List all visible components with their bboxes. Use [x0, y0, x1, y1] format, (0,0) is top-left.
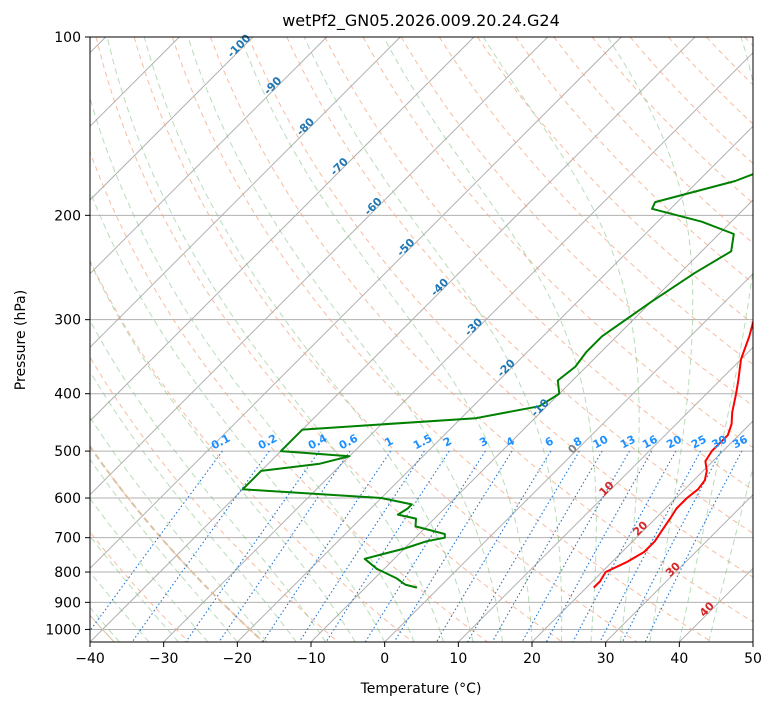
mixing-ratio-line: [545, 450, 653, 642]
mixing-ratio-label: 36: [730, 433, 750, 452]
dry-adiabat: [90, 259, 414, 642]
dry-adiabat: [400, 37, 753, 407]
dry-adiabat: [515, 37, 753, 284]
isotherm-line: [90, 37, 475, 422]
mixing-ratio-label: 20: [664, 433, 684, 452]
dry-adiabat: [171, 37, 712, 642]
y-tick-label: 300: [54, 313, 81, 329]
isotherm-line: [90, 37, 401, 349]
y-axis-label: Pressure (hPa): [13, 290, 29, 390]
mixing-ratio-label: 13: [618, 433, 638, 452]
mixing-ratio-line: [491, 450, 603, 642]
x-tick-label: 0: [380, 651, 389, 667]
moist-adiabat: [383, 37, 597, 642]
dry-adiabat-layer: [90, 37, 753, 642]
mixing-ratio-line: [521, 450, 630, 642]
x-tick-label: −20: [223, 651, 253, 667]
x-tick-label: −40: [75, 651, 105, 667]
isotherm-line: [90, 37, 328, 275]
mixing-ratio-line: [364, 450, 486, 642]
moist-adiabat: [239, 37, 533, 642]
series-layer: [241, 173, 753, 589]
mixing-ratio-line: [262, 450, 392, 642]
moist-adiabat: [678, 37, 753, 642]
isotherm-line: [236, 125, 753, 642]
moist-adiabat-layer: [90, 37, 753, 642]
moist-adiabat: [90, 96, 415, 642]
moist-adiabat: [607, 37, 694, 642]
moist-adiabat: [90, 458, 238, 642]
moist-adiabat: [303, 37, 563, 642]
moist-adiabat: [187, 37, 503, 642]
y-tick-label: 900: [54, 595, 81, 611]
dry-adiabat: [210, 37, 753, 623]
x-tick-label: 20: [523, 651, 541, 667]
moist-adiabat: [106, 37, 445, 642]
y-tick-label: 1000: [45, 622, 81, 638]
isotherm-line: [90, 37, 254, 201]
isotherm-line: [605, 493, 753, 642]
moist-adiabat: [482, 37, 640, 642]
x-tick-label: −10: [296, 651, 326, 667]
y-tick-label: 400: [54, 387, 81, 403]
mixing-ratio-layer: [90, 450, 743, 642]
moist-adiabat: [90, 370, 297, 642]
mixing-ratio-line: [644, 450, 743, 642]
x-axis-label: Temperature (°C): [360, 681, 482, 697]
isotherm-line: [384, 272, 753, 642]
moist-adiabat: [90, 189, 386, 642]
plot-frame: [89, 36, 754, 643]
mixing-ratio-line: [393, 450, 513, 642]
dry-adiabat: [362, 37, 753, 449]
isotherm-line: [90, 37, 696, 642]
moist-adiabat: [90, 497, 209, 642]
moist-adiabat: [90, 416, 268, 642]
mixing-ratio-label: 25: [689, 433, 709, 452]
dry-adiabat: [477, 37, 753, 325]
isotherm-line: [163, 51, 753, 642]
y-tick-label: 500: [54, 444, 81, 460]
x-tick-label: 40: [670, 651, 688, 667]
y-tick-label: 100: [54, 30, 81, 46]
x-tick-label: 50: [744, 651, 762, 667]
dry-adiabat: [133, 37, 638, 642]
chart-title: wetPf2_GN05.2026.009.20.24.G24: [282, 11, 560, 31]
mixing-ratio-line: [572, 450, 677, 642]
mixing-ratio-line: [131, 450, 270, 642]
isotherm-line: [531, 420, 753, 642]
x-tick-label: 10: [449, 651, 467, 667]
dry-adiabat: [591, 37, 753, 204]
y-tick-label: 700: [54, 531, 81, 547]
moist-adiabat: [143, 37, 474, 642]
moist-adiabat: [708, 466, 753, 642]
dry-adiabat: [629, 37, 753, 165]
mixing-ratio-line: [467, 450, 580, 642]
isotherm-line: [310, 199, 753, 642]
moist-adiabat: [90, 260, 356, 642]
mixing-ratio-line: [185, 450, 320, 642]
sounding-series-1: [241, 173, 753, 589]
x-tick-label: 30: [597, 651, 615, 667]
y-tick-label: 600: [54, 491, 81, 507]
y-tick-label: 800: [54, 565, 81, 581]
sounding-series-0: [592, 318, 753, 589]
moist-adiabat: [90, 535, 179, 642]
tick-layer: −40 −30 −20 −10 0 10 20 30 40 50 100 200 300 400 500 60…: [45, 30, 762, 667]
mixing-ratio-line: [435, 450, 552, 642]
dry-adiabat: [438, 37, 753, 366]
isotherm-line: [90, 37, 622, 570]
y-tick-label: 200: [54, 208, 81, 224]
mixing-ratio-label: 16: [640, 433, 660, 452]
moist-adiabat: [90, 319, 327, 642]
dry-adiabat-bold: [90, 444, 265, 642]
mixing-ratio-label: 10: [591, 433, 611, 452]
dry-adiabat: [90, 531, 190, 642]
x-tick-label: −30: [149, 651, 179, 667]
isotherm-line: [90, 37, 549, 496]
mixing-ratio-line: [218, 450, 351, 642]
mixing-ratio-label: 30: [710, 433, 730, 452]
dry-adiabat: [324, 37, 753, 491]
